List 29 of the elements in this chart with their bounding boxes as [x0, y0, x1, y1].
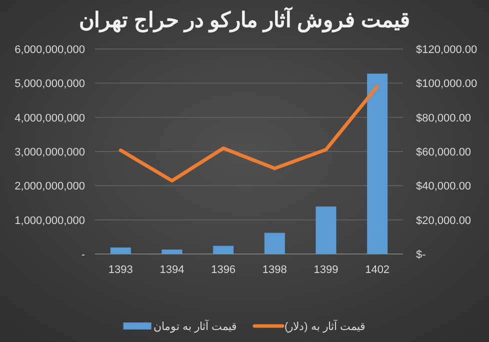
y-tick-label: 2,000,000,000 [14, 180, 85, 193]
bar [162, 250, 182, 254]
y2-tick-label: $40,000.00 [416, 180, 472, 193]
legend-label: قیمت آثار به تومان [153, 320, 236, 333]
bar [110, 248, 131, 254]
bar [264, 232, 285, 254]
y2-tick-label: $20,000.00 [416, 214, 472, 227]
y-tick-label: 5,000,000,000 [14, 78, 85, 90]
y-tick-label: 1,000,000,000 [14, 214, 85, 227]
y-tick-label: 4,000,000,000 [14, 112, 85, 124]
title: قیمت فروش آثار مارکو در حراج تهران [79, 9, 410, 32]
y-tick-label: 3,000,000,000 [14, 146, 85, 158]
x-tick-label: 1393 [108, 264, 133, 276]
y-tick-label: 6,000,000,000 [14, 44, 85, 56]
x-tick-label: 1398 [262, 264, 287, 276]
x-tick-label: 1402 [365, 264, 390, 276]
bar [213, 246, 234, 254]
x-tick-label: 1399 [314, 264, 338, 276]
x-tick-label: 1394 [160, 264, 184, 276]
y2-tick-label: $120,000.00 [416, 44, 478, 56]
x-tick-label: 1396 [211, 264, 236, 276]
y2-tick-label: $80,000.00 [416, 112, 472, 124]
y-tick-label: - [81, 249, 86, 261]
y2-tick-label: $100,000.00 [416, 78, 478, 90]
legend-label: قیمت آثار به (دلار) [284, 320, 365, 333]
bar [367, 74, 388, 254]
y2-tick-label: $60,000.00 [416, 146, 472, 158]
bar [316, 206, 336, 254]
y2-tick-label: $- [416, 249, 426, 261]
